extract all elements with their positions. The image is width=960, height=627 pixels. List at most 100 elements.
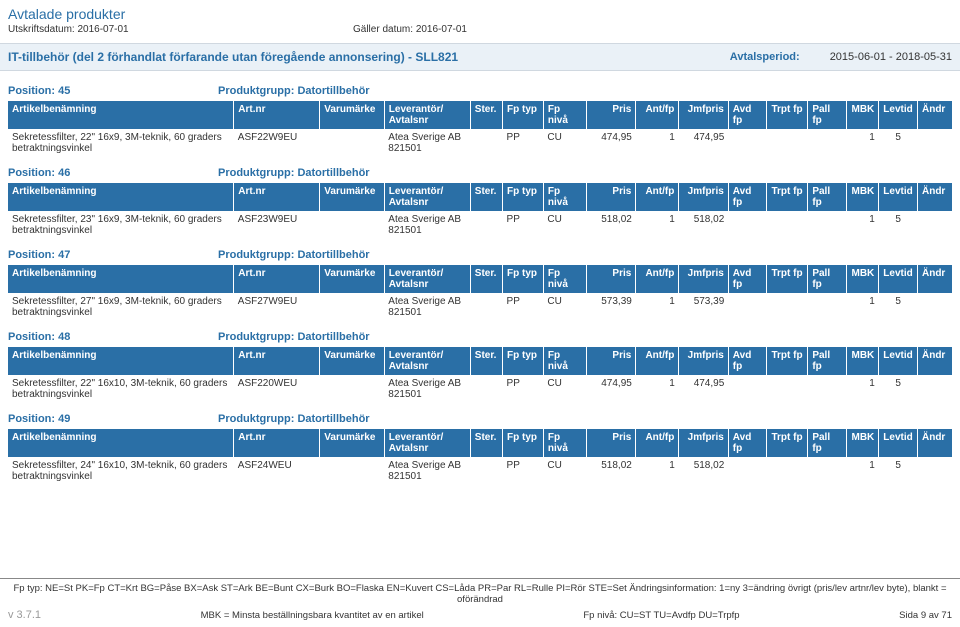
col-mbk: MBK: [847, 429, 879, 457]
cell-varumarke: [320, 129, 385, 157]
cell-leverantor: Atea Sverige AB821501: [384, 375, 470, 403]
footer-page: Sida 9 av 71: [899, 610, 952, 621]
cell-levtid: 5: [879, 457, 918, 485]
table-row: Sekretessfilter, 27" 16x9, 3M-teknik, 60…: [8, 293, 952, 321]
position-row: Position: 46Produktgrupp: Datortillbehör: [8, 163, 952, 183]
cell-artnr: ASF24WEU: [234, 457, 320, 485]
col-artnr: Art.nr: [234, 101, 320, 129]
cell-mbk: 1: [847, 129, 879, 157]
col-leverantor: Leverantör/ Avtalsnr: [384, 429, 470, 457]
table-row: Sekretessfilter, 22" 16x9, 3M-teknik, 60…: [8, 129, 952, 157]
cell-leverantor: Atea Sverige AB821501: [384, 293, 470, 321]
cell-trptfp: [767, 211, 808, 239]
col-fpniva: Fp nivå: [543, 265, 586, 293]
col-jmfpris: Jmfpris: [679, 347, 728, 375]
col-levtid: Levtid: [879, 265, 918, 293]
cell-leverantor: Atea Sverige AB821501: [384, 129, 470, 157]
cell-fpniva: CU: [543, 375, 586, 403]
produktgrupp-value: Datortillbehör: [297, 85, 369, 97]
col-varumarke: Varumärke: [320, 183, 385, 211]
position-row: Position: 47Produktgrupp: Datortillbehör: [8, 245, 952, 265]
col-fpniva: Fp nivå: [543, 183, 586, 211]
cell-levtid: 5: [879, 375, 918, 403]
header-bar: IT-tillbehör (del 2 förhandlat förfarand…: [0, 43, 960, 71]
cell-avdfp: [728, 211, 767, 239]
cell-artnr: ASF220WEU: [234, 375, 320, 403]
col-antfp: Ant/fp: [636, 347, 679, 375]
cell-jmfpris: 518,02: [679, 211, 728, 239]
produktgrupp-value: Datortillbehör: [297, 413, 369, 425]
position-section: Position: 47Produktgrupp: Datortillbehör…: [0, 245, 960, 327]
cell-ster: [470, 293, 502, 321]
col-antfp: Ant/fp: [636, 183, 679, 211]
cell-fpniva: CU: [543, 211, 586, 239]
position-section: Position: 49Produktgrupp: Datortillbehör…: [0, 409, 960, 491]
col-antfp: Ant/fp: [636, 265, 679, 293]
cell-mbk: 1: [847, 457, 879, 485]
position-number: 46: [58, 167, 70, 179]
cell-varumarke: [320, 457, 385, 485]
col-pris: Pris: [586, 429, 635, 457]
produktgrupp-label: Produktgrupp:: [218, 413, 294, 425]
col-avdfp: Avd fp: [728, 347, 767, 375]
col-mbk: MBK: [847, 183, 879, 211]
cell-pallfp: [808, 375, 847, 403]
col-artnr: Art.nr: [234, 183, 320, 211]
col-ster: Ster.: [470, 101, 502, 129]
produktgrupp-label: Produktgrupp:: [218, 85, 294, 97]
col-fptyp: Fp typ: [503, 183, 544, 211]
col-ster: Ster.: [470, 265, 502, 293]
cell-trptfp: [767, 293, 808, 321]
position-row: Position: 45Produktgrupp: Datortillbehör: [8, 81, 952, 101]
table-header-row: ArtikelbenämningArt.nrVarumärkeLeverantö…: [8, 183, 952, 211]
col-andr: Ändr: [917, 429, 952, 457]
col-trptfp: Trpt fp: [767, 429, 808, 457]
col-andr: Ändr: [917, 101, 952, 129]
col-avdfp: Avd fp: [728, 429, 767, 457]
col-leverantor: Leverantör/ Avtalsnr: [384, 347, 470, 375]
header-title: IT-tillbehör (del 2 förhandlat förfarand…: [8, 50, 458, 64]
cell-pallfp: [808, 129, 847, 157]
cell-artnr: ASF22W9EU: [234, 129, 320, 157]
cell-mbk: 1: [847, 293, 879, 321]
product-table: ArtikelbenämningArt.nrVarumärkeLeverantö…: [8, 347, 952, 403]
col-andr: Ändr: [917, 183, 952, 211]
cell-jmfpris: 474,95: [679, 375, 728, 403]
position-label: Position:: [8, 413, 55, 425]
cell-andr: [917, 457, 952, 485]
cell-andr: [917, 129, 952, 157]
col-levtid: Levtid: [879, 347, 918, 375]
print-date-label: Utskriftsdatum:: [8, 24, 75, 35]
footer: Fp typ: NE=St PK=Fp CT=Krt BG=Påse BX=As…: [0, 578, 960, 627]
col-avdfp: Avd fp: [728, 183, 767, 211]
cell-ster: [470, 457, 502, 485]
col-jmfpris: Jmfpris: [679, 429, 728, 457]
col-varumarke: Varumärke: [320, 265, 385, 293]
date-row: Utskriftsdatum: 2016-07-01 Gäller datum:…: [0, 24, 960, 43]
position-label: Position:: [8, 85, 55, 97]
col-avdfp: Avd fp: [728, 101, 767, 129]
col-pris: Pris: [586, 265, 635, 293]
cell-andr: [917, 293, 952, 321]
table-header-row: ArtikelbenämningArt.nrVarumärkeLeverantö…: [8, 429, 952, 457]
product-table: ArtikelbenämningArt.nrVarumärkeLeverantö…: [8, 101, 952, 157]
col-pallfp: Pall fp: [808, 429, 847, 457]
cell-pris: 518,02: [586, 211, 635, 239]
position-label: Position:: [8, 331, 55, 343]
col-artikelbenamning: Artikelbenämning: [8, 347, 234, 375]
table-header-row: ArtikelbenämningArt.nrVarumärkeLeverantö…: [8, 265, 952, 293]
footer-mbk: MBK = Minsta beställningsbara kvantitet …: [201, 610, 424, 621]
produktgrupp-label: Produktgrupp:: [218, 331, 294, 343]
cell-fpniva: CU: [543, 293, 586, 321]
position-row: Position: 49Produktgrupp: Datortillbehör: [8, 409, 952, 429]
col-pallfp: Pall fp: [808, 183, 847, 211]
cell-fptyp: PP: [503, 457, 544, 485]
cell-fpniva: CU: [543, 457, 586, 485]
cell-ster: [470, 375, 502, 403]
cell-andr: [917, 211, 952, 239]
product-table: ArtikelbenämningArt.nrVarumärkeLeverantö…: [8, 183, 952, 239]
cell-ster: [470, 211, 502, 239]
cell-artikelbenamning: Sekretessfilter, 22" 16x10, 3M-teknik, 6…: [8, 375, 234, 403]
cell-avdfp: [728, 375, 767, 403]
col-artnr: Art.nr: [234, 265, 320, 293]
